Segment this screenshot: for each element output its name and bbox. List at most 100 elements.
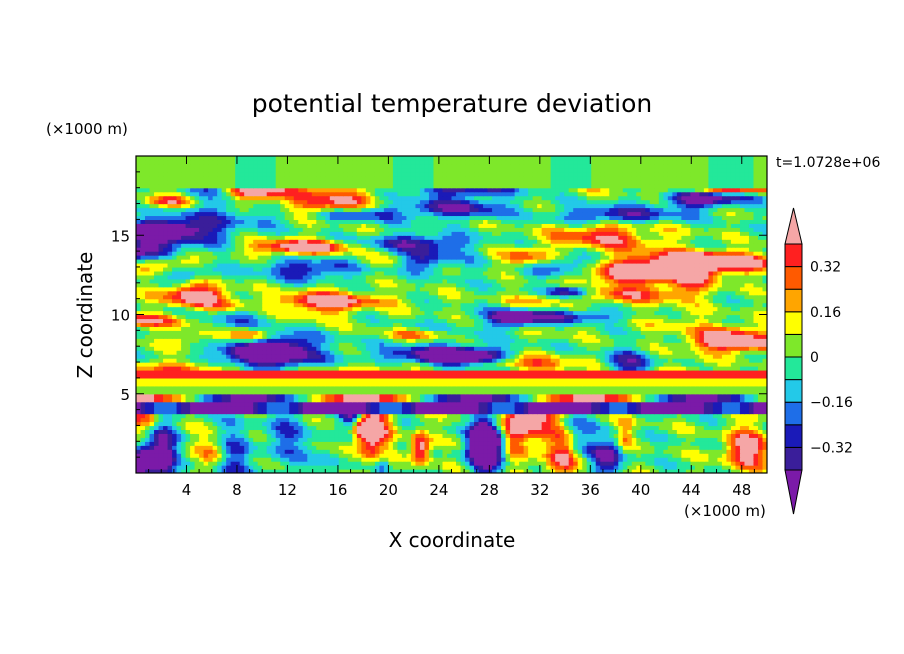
field-cell [307,381,313,387]
field-cell [717,377,723,383]
field-cell [419,389,426,395]
field-cell [257,342,263,347]
field-cell [343,453,349,458]
field-cell [604,346,610,351]
field-cell [564,362,570,367]
field-cell [239,465,245,470]
field-cell [505,441,511,446]
field-cell [640,469,646,473]
field-cell [217,469,223,473]
field-cell [658,445,664,450]
field-cell [667,453,673,458]
field-cell [253,358,259,363]
field-cell [474,373,480,379]
field-cell [478,342,484,347]
field-cell [271,373,277,379]
field-cell [757,425,764,431]
field-cell [748,366,755,371]
field-cell [347,377,353,383]
field-cell [320,469,326,473]
field-cell [519,429,525,434]
field-cell [654,429,660,434]
field-cell [194,445,200,450]
field-cell [753,354,759,359]
field-cell [523,409,529,415]
field-cell [757,465,764,470]
field-cell [577,449,583,454]
field-cell [681,393,687,399]
field-cell [415,449,421,454]
field-cell [140,417,146,423]
field-cell [406,453,412,458]
field-cell [492,465,498,470]
field-cell [568,385,574,391]
field-cell [501,429,507,434]
field-cell [645,393,651,399]
field-cell [244,453,250,458]
field-cell [550,409,556,415]
field-cell [383,445,389,450]
field-cell [284,437,290,442]
field-cell [555,338,561,343]
field-cell [735,425,741,431]
field-cell [645,469,651,473]
field-cell [451,346,457,351]
field-cell [167,465,173,470]
field-cell [158,465,164,470]
field-cell [253,377,259,383]
field-cell [401,373,408,379]
field-cell [239,385,245,391]
field-cell [181,457,187,462]
field-cell [465,362,471,367]
field-cell [609,366,615,371]
field-cell [582,369,588,375]
field-cell [469,429,475,434]
field-cell [212,421,218,427]
field-cell [221,417,227,423]
field-cell [550,334,556,339]
field-cell [631,413,637,419]
field-cell [244,413,250,419]
field-cell [406,342,412,347]
field-cell [528,389,534,395]
field-cell [744,397,750,403]
field-cell [397,393,403,399]
field-cell [640,385,646,391]
field-cell [248,441,254,446]
field-cell [136,366,142,371]
field-cell [298,385,304,391]
field-cell [410,425,417,431]
field-cell [406,330,412,335]
field-cell [546,377,552,383]
field-cell [167,338,173,343]
field-cell [149,334,155,339]
field-cell [699,346,705,351]
field-cell [487,457,493,462]
field-cell [307,405,313,411]
field-cell [217,425,223,431]
field-cell [654,350,660,355]
field-cell [379,373,385,379]
field-cell [212,389,218,395]
field-cell [379,354,385,359]
field-cell [244,385,250,391]
field-cell [690,449,696,454]
field-cell [446,362,453,367]
field-cell [703,405,710,411]
field-cell [158,342,164,347]
field-cell [298,397,304,403]
field-cell [379,453,385,458]
field-cell [379,397,385,403]
field-cell [163,385,169,391]
field-cell [667,397,673,403]
field-cell [419,449,426,454]
field-cell [383,433,389,438]
field-cell [446,425,453,431]
field-cell [244,409,250,415]
field-cell [501,389,507,395]
field-cell [744,342,750,347]
field-cell [365,338,371,343]
field-cell [329,350,335,355]
field-cell [428,358,435,363]
field-cell [257,358,263,363]
